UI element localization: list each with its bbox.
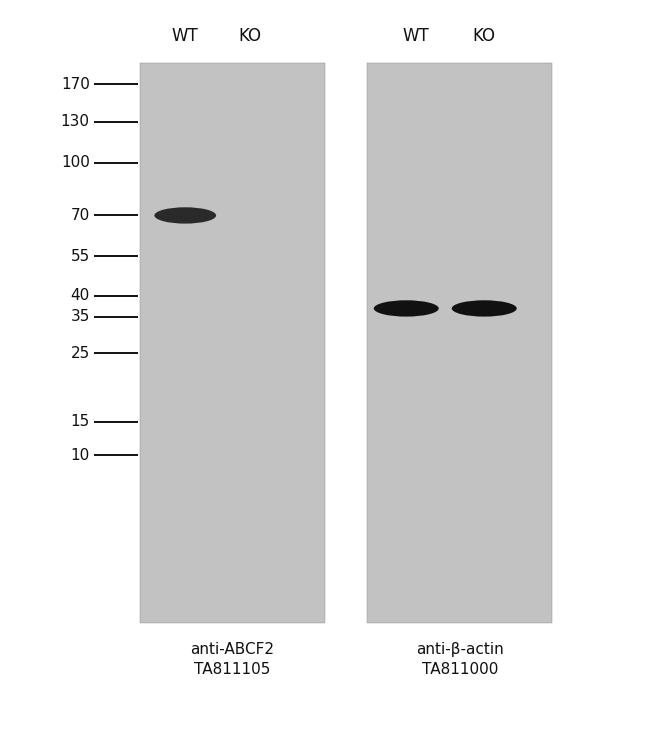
Text: KO: KO xyxy=(473,27,496,45)
Text: WT: WT xyxy=(172,27,199,45)
Text: anti-β-actin
TA811000: anti-β-actin TA811000 xyxy=(416,642,504,677)
Bar xyxy=(140,63,325,623)
Text: 70: 70 xyxy=(70,208,90,223)
Text: 55: 55 xyxy=(70,249,90,264)
Ellipse shape xyxy=(154,207,216,223)
Text: 10: 10 xyxy=(70,447,90,463)
Ellipse shape xyxy=(374,301,439,317)
Text: 170: 170 xyxy=(61,77,90,92)
Text: 35: 35 xyxy=(70,309,90,324)
Text: 25: 25 xyxy=(70,346,90,361)
Bar xyxy=(367,63,552,623)
Text: WT: WT xyxy=(402,27,430,45)
Text: 130: 130 xyxy=(60,114,90,129)
Text: 40: 40 xyxy=(70,288,90,303)
Text: anti-ABCF2
TA811105: anti-ABCF2 TA811105 xyxy=(190,642,274,677)
Text: 100: 100 xyxy=(61,155,90,170)
Text: 15: 15 xyxy=(70,414,90,429)
Text: KO: KO xyxy=(239,27,262,45)
Ellipse shape xyxy=(452,301,517,317)
